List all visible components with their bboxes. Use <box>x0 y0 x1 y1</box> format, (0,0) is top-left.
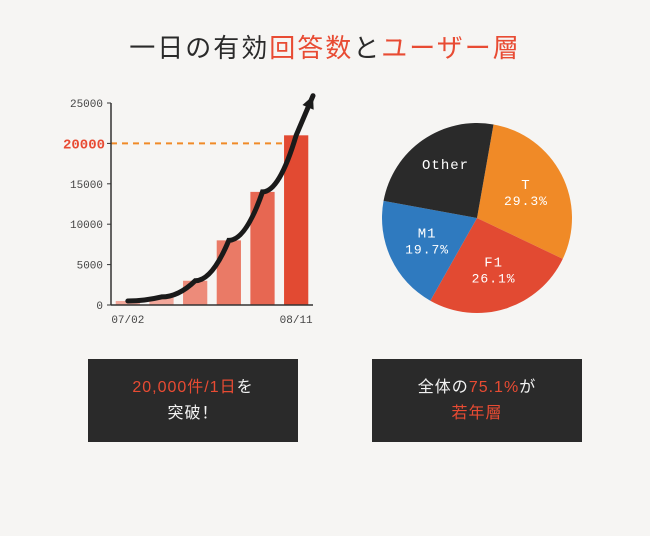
caption-right-accent1: 75.1% <box>469 379 519 396</box>
bar-chart: 0 5000 10000 15000 25000 20000 07/02 08/11 <box>63 85 323 335</box>
y-tick-label: 25000 <box>70 99 103 111</box>
caption-right: 全体の75.1%が 若年層 <box>372 359 582 442</box>
y-tick-label: 10000 <box>70 220 103 232</box>
pie-chart: T29.3% F126.1% M119.7% Other <box>367 85 587 335</box>
caption-right-pre: 全体の <box>418 379 469 396</box>
page-title: 一日の有効回答数とユーザー層 <box>0 0 650 65</box>
bar <box>183 281 207 305</box>
title-part2: と <box>353 33 381 63</box>
y-tick-label: 0 <box>96 301 103 313</box>
x-end-label: 08/11 <box>280 315 313 327</box>
pie-slice-pct: 29.3% <box>504 194 548 209</box>
right-panel: T29.3% F126.1% M119.7% Other 全体の75.1%が 若年層 <box>352 85 602 442</box>
title-part1: 一日の有効 <box>129 33 269 63</box>
pie-slice-pct: 26.1% <box>472 272 516 287</box>
highlight-value-label: 20000 <box>63 137 105 153</box>
caption-left: 20,000件/1日を 突破！ <box>88 359 298 442</box>
y-tick-label: 15000 <box>70 180 103 192</box>
caption-left-accent: 20,000件/1日 <box>132 379 236 396</box>
caption-right-line2: 若年層 <box>451 405 502 422</box>
pie-slice-label: F1 <box>484 256 503 272</box>
caption-right-post: が <box>519 379 536 396</box>
pie-slice-label: M1 <box>418 226 437 242</box>
title-accent2: ユーザー層 <box>381 33 520 63</box>
pie-slice-label: Other <box>422 158 469 174</box>
caption-left-rest1: を <box>237 379 254 396</box>
left-panel: 0 5000 10000 15000 25000 20000 07/02 08/11 20,0… <box>48 85 338 442</box>
x-start-label: 07/02 <box>111 315 144 327</box>
title-accent1: 回答数 <box>269 33 353 63</box>
y-tick-label: 5000 <box>77 261 103 273</box>
pie-slice-label: T <box>521 178 530 194</box>
pie-slice-pct: 19.7% <box>405 242 449 257</box>
bar <box>217 240 241 305</box>
caption-left-line2: 突破！ <box>167 405 218 422</box>
content-row: 0 5000 10000 15000 25000 20000 07/02 08/11 20,0… <box>0 65 650 442</box>
